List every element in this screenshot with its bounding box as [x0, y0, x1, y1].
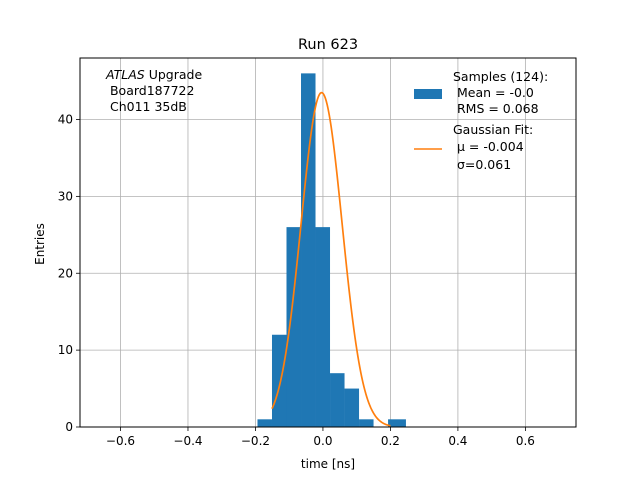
- histogram-bar: [286, 227, 302, 427]
- x-tick-label: −0.6: [106, 434, 135, 448]
- y-tick-label: 0: [65, 420, 73, 434]
- annotation-line-2: Board187722: [106, 83, 194, 98]
- x-tick-label: −0.2: [241, 434, 270, 448]
- plot-frame: [79, 57, 577, 428]
- histogram-bars: [257, 73, 406, 427]
- x-tick-label: 0.4: [448, 434, 467, 448]
- x-tick-label: 0.6: [516, 434, 535, 448]
- legend-fit-line-3: σ=0.061: [453, 157, 511, 172]
- y-axis-label: Entries: [33, 223, 47, 265]
- annotation-line-1: ATLAS Upgrade: [105, 67, 202, 82]
- legend: Samples (124): Mean = -0.0 RMS = 0.068 G…: [414, 69, 548, 172]
- y-tick-label: 40: [58, 113, 73, 127]
- chart-title: Run 623: [298, 37, 358, 53]
- legend-samples-line-3: RMS = 0.068: [453, 101, 539, 116]
- x-tick-label: 0.2: [381, 434, 400, 448]
- histogram-bar: [359, 419, 374, 427]
- legend-samples-line-1: Samples (124):: [453, 69, 548, 84]
- histogram-bar: [388, 419, 406, 427]
- gaussian-fit-curve: [271, 91, 391, 427]
- histogram-bar: [330, 373, 345, 427]
- annotation-line-3: Ch011 35dB: [106, 99, 187, 114]
- legend-samples-line-2: Mean = -0.0: [453, 85, 534, 100]
- x-tick-label: 0.0: [313, 434, 332, 448]
- annotation-atlas: ATLAS: [105, 67, 145, 82]
- histogram-bar: [257, 419, 272, 427]
- legend-samples-swatch: [414, 89, 442, 99]
- legend-fit-line-2: μ = -0.004: [453, 139, 524, 154]
- histogram-bar: [301, 73, 316, 427]
- y-tick-label: 20: [58, 266, 73, 280]
- x-tick-label: −0.4: [173, 434, 202, 448]
- histogram-bar: [271, 334, 287, 427]
- atlas-annotation: ATLAS Upgrade Board187722 Ch011 35dB: [105, 67, 202, 114]
- annotation-upgrade: Upgrade: [145, 67, 203, 82]
- y-tick-label: 30: [58, 189, 73, 203]
- x-axis-label: time [ns]: [301, 457, 355, 471]
- histogram-bar: [315, 227, 331, 427]
- histogram-bar: [344, 388, 360, 427]
- axis-ticks: −0.6 −0.4 −0.2 0.0 0.2 0.4 0.6 0 10 20 30 40: [58, 113, 535, 449]
- legend-fit-line-1: Gaussian Fit:: [453, 122, 533, 137]
- fit-curve-layer: [271, 91, 391, 427]
- y-tick-label: 10: [58, 343, 73, 357]
